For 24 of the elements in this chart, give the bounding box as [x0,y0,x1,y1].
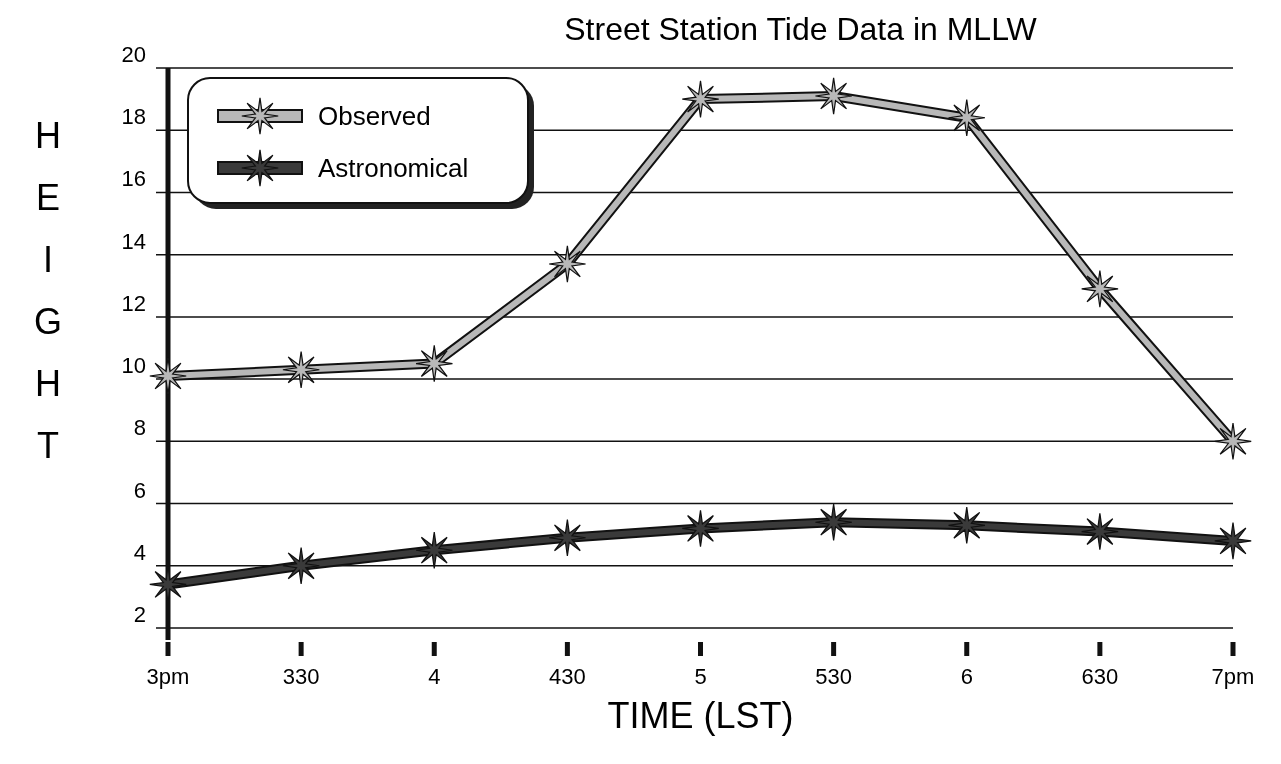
y-tick-label: 14 [121,228,146,254]
x-tick-label: 4 [428,664,441,689]
x-tick-label: 430 [549,664,586,689]
y-tick-label: 2 [133,602,146,627]
chart-title: Street Station Tide Data in MLLW [564,11,1038,47]
legend-label: Astronomical [318,153,469,183]
y-tick-label: 12 [121,290,146,316]
x-tick-label: 7pm [1211,664,1255,689]
x-tick-label: 3pm [146,664,190,689]
x-tick-label: 5 [694,664,707,689]
y-tick-label: 8 [133,415,146,441]
y-axis-title: HEIGHT [33,115,63,466]
y-tick-label: 6 [133,477,146,503]
y-tick-label: 10 [121,353,146,379]
y-tick-label: 4 [133,539,146,565]
y-tick-label: 16 [121,166,146,192]
x-axis-title: TIME (LST) [607,695,794,736]
x-tick-label: 6 [960,664,973,689]
x-tick-label: 630 [1081,664,1119,689]
legend-label: Observed [318,101,431,131]
y-tick-label: 20 [121,42,146,67]
y-tick-label: 18 [121,104,146,130]
x-tick-label: 330 [282,664,320,689]
x-tick-label: 530 [815,664,852,689]
